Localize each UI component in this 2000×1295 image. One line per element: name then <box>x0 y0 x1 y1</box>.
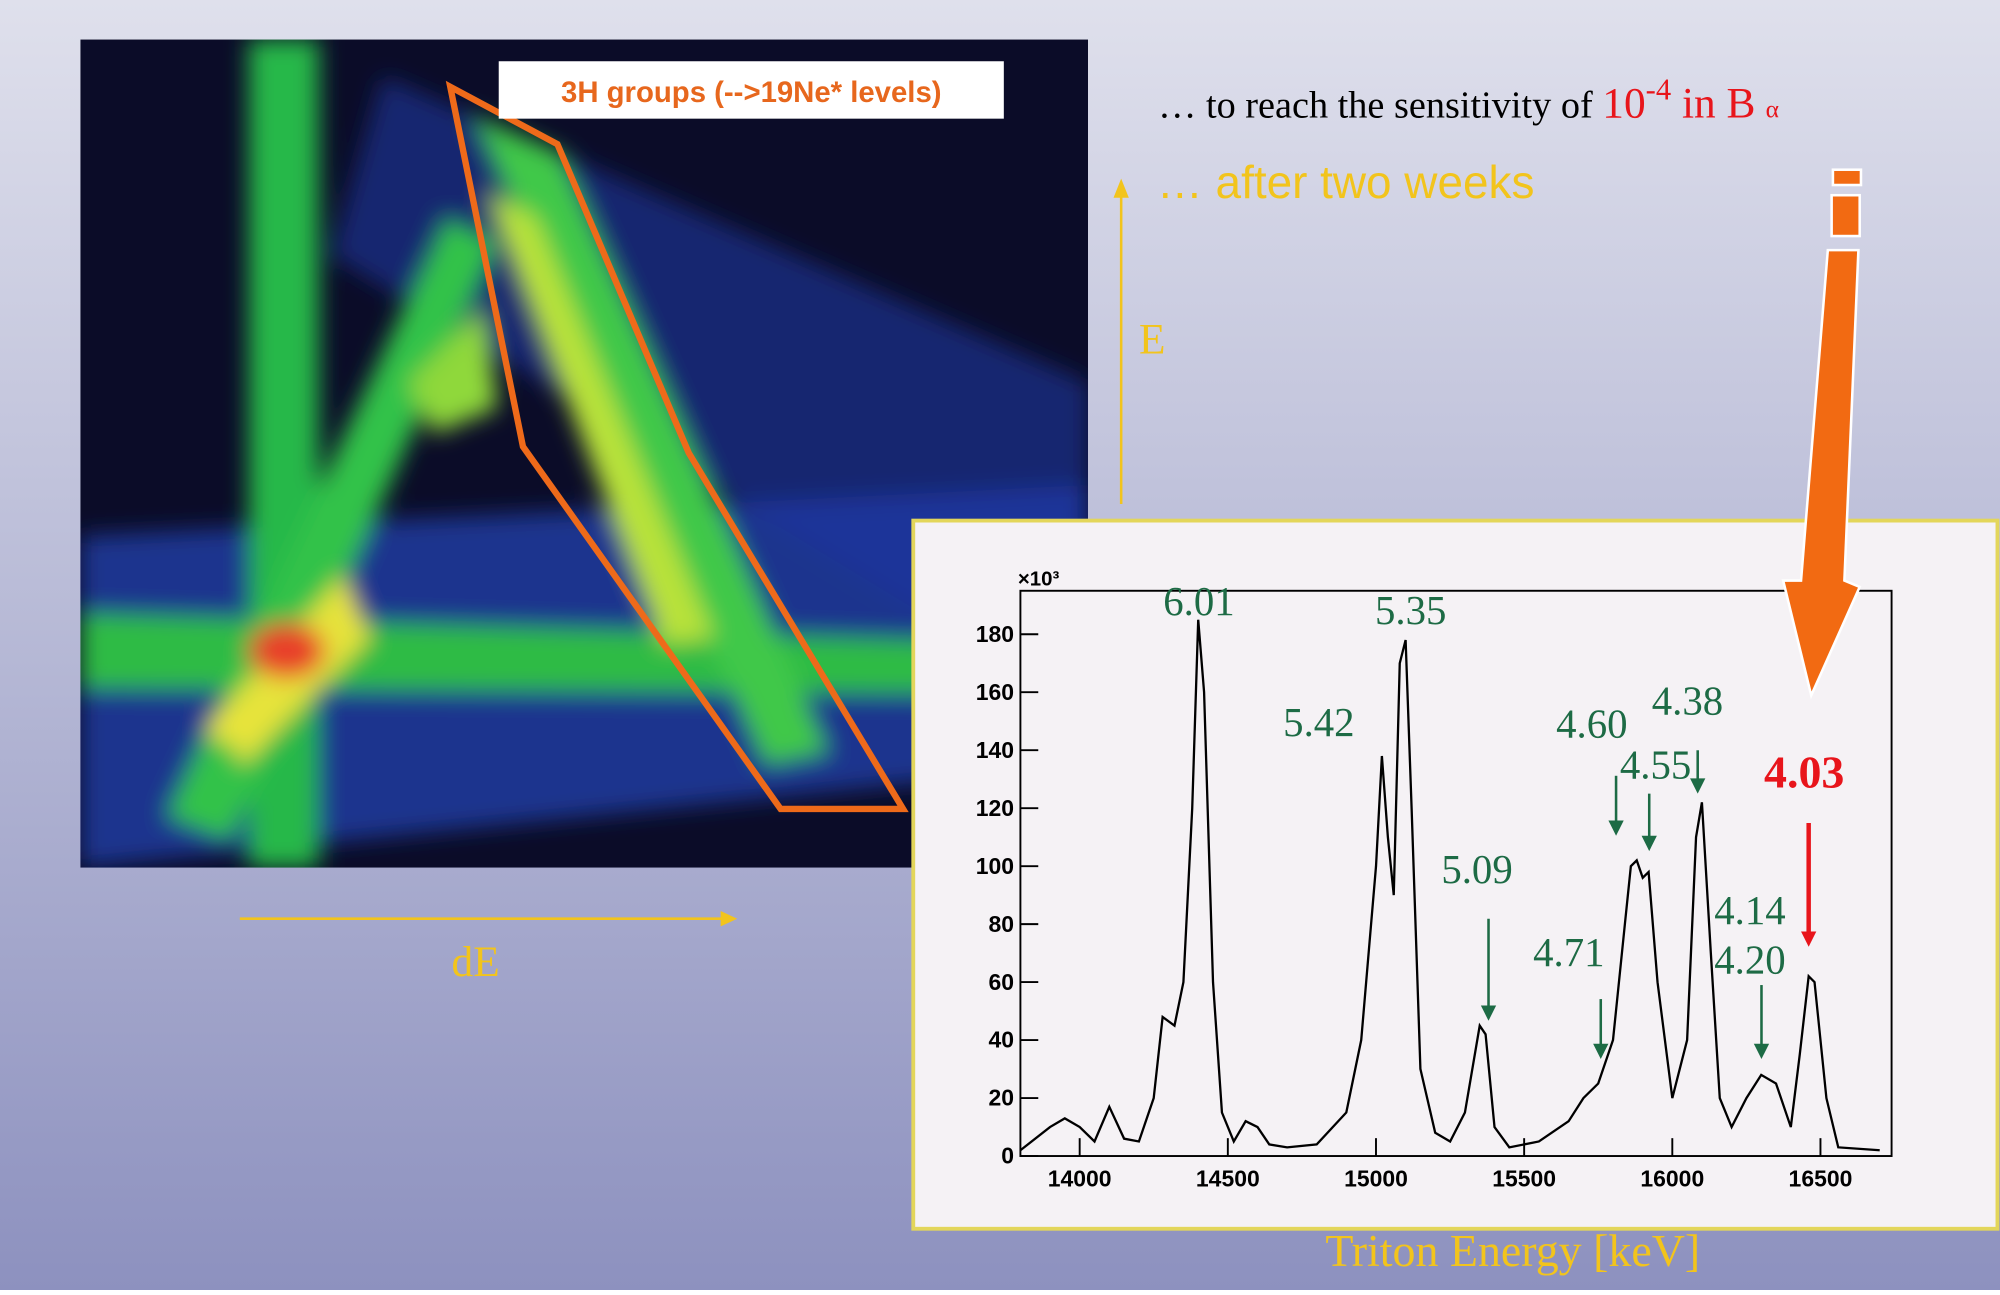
y-tick-label: 100 <box>976 853 1014 879</box>
spectrum-line <box>1019 619 1880 1152</box>
sentence-subscript: α <box>1766 94 1779 123</box>
peak-label: 4.71 <box>1533 930 1604 975</box>
y-tick-label: 40 <box>989 1027 1015 1053</box>
plot-frame <box>1019 589 1893 1157</box>
peak-arrow-head <box>1690 778 1706 794</box>
y-tick-label: 140 <box>976 737 1014 763</box>
sentence: … to reach the sensitivity of 10-4 in B α <box>1158 73 1779 128</box>
x-tick-label: 15500 <box>1492 1166 1556 1192</box>
peak-arrow-head <box>1753 1043 1770 1060</box>
y-multiplier: ×10³ <box>1018 569 1060 591</box>
peak-arrow-head <box>1801 931 1817 947</box>
y-tick-label: 20 <box>989 1085 1015 1111</box>
peak-arrow-head <box>1480 1005 1497 1021</box>
peak-label: 4.14 <box>1714 888 1785 933</box>
heatmap: 3H groups (-->19Ne* levels) <box>80 39 1089 868</box>
de-arrow-head <box>720 911 738 927</box>
peak-label: 4.55 <box>1620 742 1691 787</box>
y-tick-label: 160 <box>976 679 1014 705</box>
x-tick-label: 16500 <box>1789 1166 1853 1192</box>
x-tick-label: 15000 <box>1344 1166 1408 1192</box>
peak-arrow-head <box>1593 1043 1609 1060</box>
y-tick-label: 80 <box>989 911 1015 937</box>
peak-label: 4.38 <box>1652 679 1723 724</box>
peak-label: 4.20 <box>1714 938 1785 983</box>
de-axis-label: dE <box>452 938 500 986</box>
e-axis-label: E <box>1139 315 1165 363</box>
orange-arrow <box>1781 168 1863 700</box>
peak-label: 5.35 <box>1375 588 1446 633</box>
x-tick-label: 14000 <box>1048 1166 1112 1192</box>
sentence-base: 10 <box>1602 79 1645 127</box>
y-tick-label: 180 <box>976 621 1014 647</box>
heatmap-label: 3H groups (-->19Ne* levels) <box>561 76 942 109</box>
peak-label: 5.09 <box>1441 847 1512 892</box>
y-tick-label: 0 <box>1001 1143 1014 1169</box>
x-tick-label: 14500 <box>1196 1166 1260 1192</box>
sentence-exponent: -4 <box>1646 73 1671 107</box>
subtitle: … after two weeks <box>1157 156 1535 208</box>
peak-label: 5.42 <box>1283 700 1354 745</box>
sentence-start: … to reach the sensitivity of <box>1158 84 1602 126</box>
peak-label: 6.01 <box>1163 579 1234 624</box>
peak-label: 4.60 <box>1556 702 1627 747</box>
y-tick-label: 120 <box>976 795 1014 821</box>
sentence-mid: in B <box>1671 79 1755 127</box>
peak-label: 4.03 <box>1764 746 1844 797</box>
x-tick-label: 16000 <box>1640 1166 1704 1192</box>
y-tick-label: 60 <box>989 969 1015 995</box>
e-arrow-head <box>1113 178 1129 198</box>
peak-arrow-head <box>1608 820 1624 836</box>
peak-arrow-head <box>1641 835 1657 852</box>
x-axis-label: Triton Energy [keV] <box>1325 1225 1700 1276</box>
